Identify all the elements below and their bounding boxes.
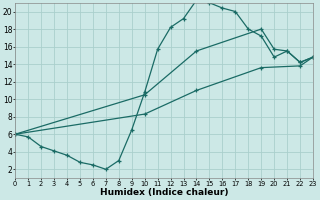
X-axis label: Humidex (Indice chaleur): Humidex (Indice chaleur): [100, 188, 228, 197]
